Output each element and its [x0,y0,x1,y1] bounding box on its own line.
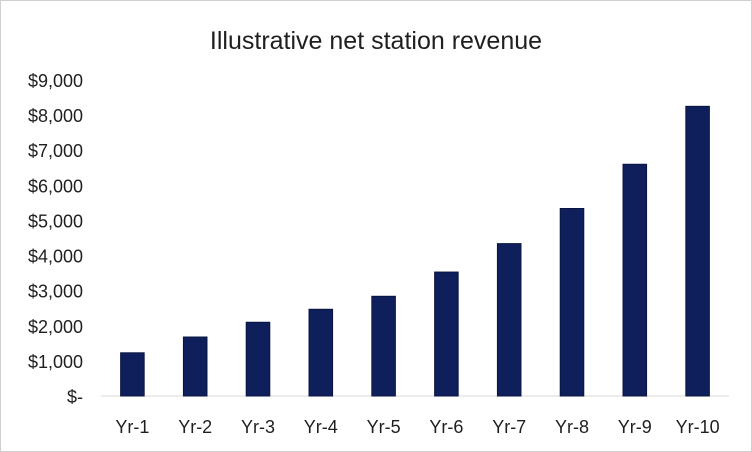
bar-yr-4 [308,308,334,397]
x-tick-label: Yr-8 [555,417,589,437]
x-tick-label: Yr-3 [241,417,275,437]
y-tick-label: $6,000 [28,176,83,196]
y-tick-label: $4,000 [28,247,83,267]
x-tick-label: Yr-10 [676,417,720,437]
x-tick-label: Yr-2 [178,417,212,437]
y-tick-label: $3,000 [28,282,83,302]
bar-yr-9 [622,163,648,397]
x-axis-ticks: Yr-1 Yr-2 Yr-3 Yr-4 Yr-5 Yr-6 Yr-7 Yr-8 Yr-9 Yr-1… [115,417,719,437]
y-axis-ticks: $- $1,000 $2,000 $3,000 $4,000 $5,000 $6,000 $7… [28,71,83,407]
bar-yr-1 [120,352,145,397]
bar-yr-3 [245,321,271,397]
bar-yr-5 [371,295,396,397]
x-tick-label: Yr-1 [115,417,149,437]
bar-yr-8 [559,208,585,397]
bar-yr-7 [496,243,522,397]
x-tick-label: Yr-6 [429,417,463,437]
y-tick-label: $8,000 [28,106,83,126]
chart-title: Illustrative net station revenue [210,27,542,55]
bar-yr-2 [182,336,208,397]
y-tick-label: $- [67,387,83,407]
bar-yr-6 [434,271,459,397]
x-tick-label: Yr-7 [492,417,526,437]
bar-yr-10 [685,105,710,397]
y-tick-label: $7,000 [28,141,83,161]
y-tick-label: $2,000 [28,317,83,337]
x-tick-label: Yr-4 [304,417,338,437]
y-tick-label: $1,000 [28,352,83,372]
bars-group [120,105,710,397]
y-tick-label: $9,000 [28,71,83,91]
x-tick-label: Yr-5 [367,417,401,437]
x-tick-label: Yr-9 [618,417,652,437]
y-tick-label: $5,000 [28,211,83,231]
